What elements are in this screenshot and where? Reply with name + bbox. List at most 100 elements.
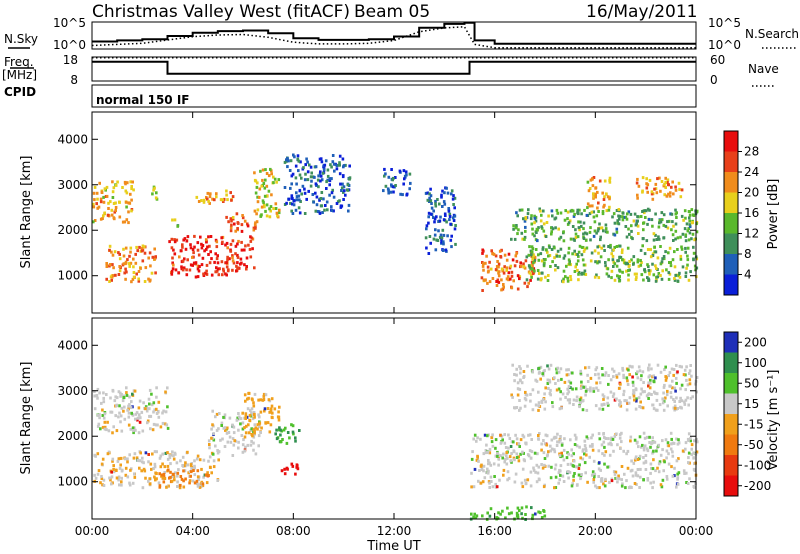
velocity-cell	[654, 469, 657, 473]
velocity-cell	[482, 469, 485, 473]
power-cell	[585, 246, 589, 250]
velocity-cell	[99, 427, 102, 431]
power-cell	[276, 214, 279, 218]
power-cell	[102, 214, 105, 218]
power-cell	[112, 266, 115, 270]
velocity-cell	[541, 466, 545, 470]
velocity-cell	[649, 471, 652, 475]
power-cell	[344, 193, 347, 197]
power-cell	[688, 219, 691, 223]
velocity-cell	[590, 436, 593, 440]
power-cell	[659, 189, 662, 193]
velocity-cell	[102, 416, 106, 420]
power-cell	[331, 188, 334, 192]
velocity-cell	[123, 417, 127, 421]
velocity-cell	[501, 438, 504, 442]
power-cell	[512, 279, 515, 283]
power-cell	[200, 263, 204, 267]
power-cell	[230, 223, 233, 227]
power-cell	[574, 228, 577, 232]
x-tick-label: 08:00	[276, 524, 311, 538]
velocity-cell	[666, 441, 670, 445]
power-cell	[112, 216, 116, 220]
power-cell	[236, 267, 239, 271]
velocity-cell	[559, 464, 563, 468]
power-cell	[502, 285, 505, 289]
power-cell	[481, 248, 484, 252]
velocity-cell	[585, 408, 589, 412]
velocity-cell	[554, 486, 558, 489]
velocity-cell	[561, 454, 564, 458]
x-tick-label: 04:00	[175, 524, 210, 538]
power-cell	[283, 160, 287, 164]
power-cell	[590, 251, 594, 255]
power-cell	[602, 198, 606, 201]
velocity-cell	[490, 480, 493, 483]
velocity-cell	[672, 373, 675, 377]
velocity-cell	[641, 406, 645, 410]
velocity-cell	[632, 394, 636, 398]
power-cell	[636, 260, 640, 264]
power-cell	[650, 192, 654, 196]
velocity-cell	[570, 454, 574, 458]
power-cell	[643, 268, 646, 272]
velocity-cell	[649, 481, 652, 485]
velocity-cell	[195, 457, 199, 461]
power-cell	[197, 253, 201, 257]
velocity-cell	[135, 411, 139, 415]
power-cell	[654, 279, 658, 283]
velocity-cell	[598, 407, 601, 411]
power-cell	[510, 270, 514, 274]
velocity-cell	[121, 468, 124, 472]
velocity-cell	[208, 455, 212, 459]
power-cell	[155, 191, 158, 195]
velocity-cell	[567, 373, 570, 377]
velocity-cell	[529, 484, 533, 488]
velocity-cell	[247, 423, 250, 427]
velocity-cell	[110, 470, 113, 474]
velocity-cell	[237, 446, 240, 450]
velocity-cell	[491, 444, 495, 448]
velocity-cell	[143, 469, 147, 473]
velocity-cell	[684, 373, 687, 377]
velocity-cell	[649, 462, 653, 466]
velocity-cell	[128, 395, 131, 399]
power-cell	[110, 208, 114, 212]
velocity-cell	[626, 379, 629, 383]
velocity-cell	[105, 393, 108, 396]
velocity-cell	[487, 469, 490, 473]
velocity-cell	[612, 375, 615, 379]
power-cell	[440, 193, 443, 197]
y-tick-label: 1000	[57, 269, 88, 283]
power-cell	[666, 220, 669, 224]
power-cell	[256, 195, 259, 199]
velocity-cell	[604, 437, 608, 440]
power-cell	[621, 211, 625, 215]
power-cell	[137, 270, 141, 273]
velocity-cell	[123, 457, 127, 461]
power-cell	[545, 248, 548, 252]
power-cell	[211, 197, 214, 201]
velocity-cell	[688, 382, 692, 386]
colorbar-swatch	[724, 352, 738, 374]
power-cell	[118, 215, 122, 219]
power-cell	[231, 259, 235, 263]
power-cell	[251, 247, 254, 251]
power-cell	[682, 218, 685, 222]
velocity-cell	[120, 476, 123, 480]
velocity-cell	[657, 470, 661, 474]
velocity-cell	[150, 467, 153, 471]
velocity-cell	[583, 444, 587, 448]
power-cell	[114, 273, 117, 277]
velocity-cell	[692, 485, 696, 488]
power-cell	[580, 253, 584, 257]
power-cell	[612, 212, 616, 216]
power-cell	[535, 227, 539, 231]
power-cell	[507, 278, 510, 282]
velocity-cell	[165, 423, 169, 427]
power-cell	[183, 257, 186, 261]
velocity-cell	[161, 411, 164, 415]
power-cell	[308, 163, 311, 167]
power-cell	[324, 204, 327, 207]
velocity-cell	[292, 432, 295, 436]
